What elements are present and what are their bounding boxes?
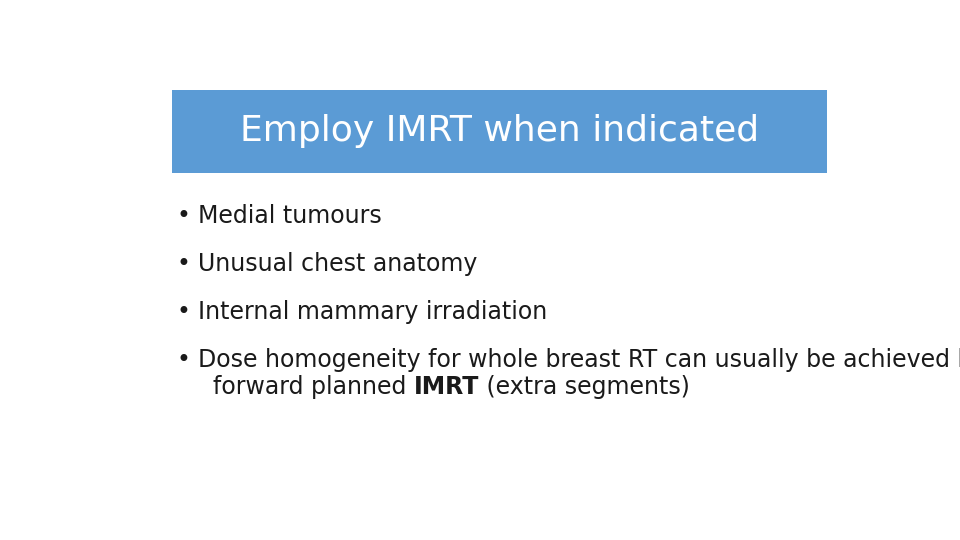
Text: •: •: [177, 300, 190, 323]
Text: Internal mammary irradiation: Internal mammary irradiation: [198, 300, 547, 323]
Text: Employ IMRT when indicated: Employ IMRT when indicated: [240, 114, 759, 148]
Text: •: •: [177, 204, 190, 228]
Text: forward planned: forward planned: [198, 375, 414, 399]
Text: Medial tumours: Medial tumours: [198, 204, 382, 228]
Text: •: •: [177, 252, 190, 276]
Text: Dose homogeneity for whole breast RT can usually be achieved by CT: Dose homogeneity for whole breast RT can…: [198, 348, 960, 372]
Text: IMRT: IMRT: [414, 375, 479, 399]
Text: Unusual chest anatomy: Unusual chest anatomy: [198, 252, 477, 276]
FancyBboxPatch shape: [172, 90, 827, 173]
Text: •: •: [177, 348, 190, 372]
Text: (extra segments): (extra segments): [479, 375, 690, 399]
